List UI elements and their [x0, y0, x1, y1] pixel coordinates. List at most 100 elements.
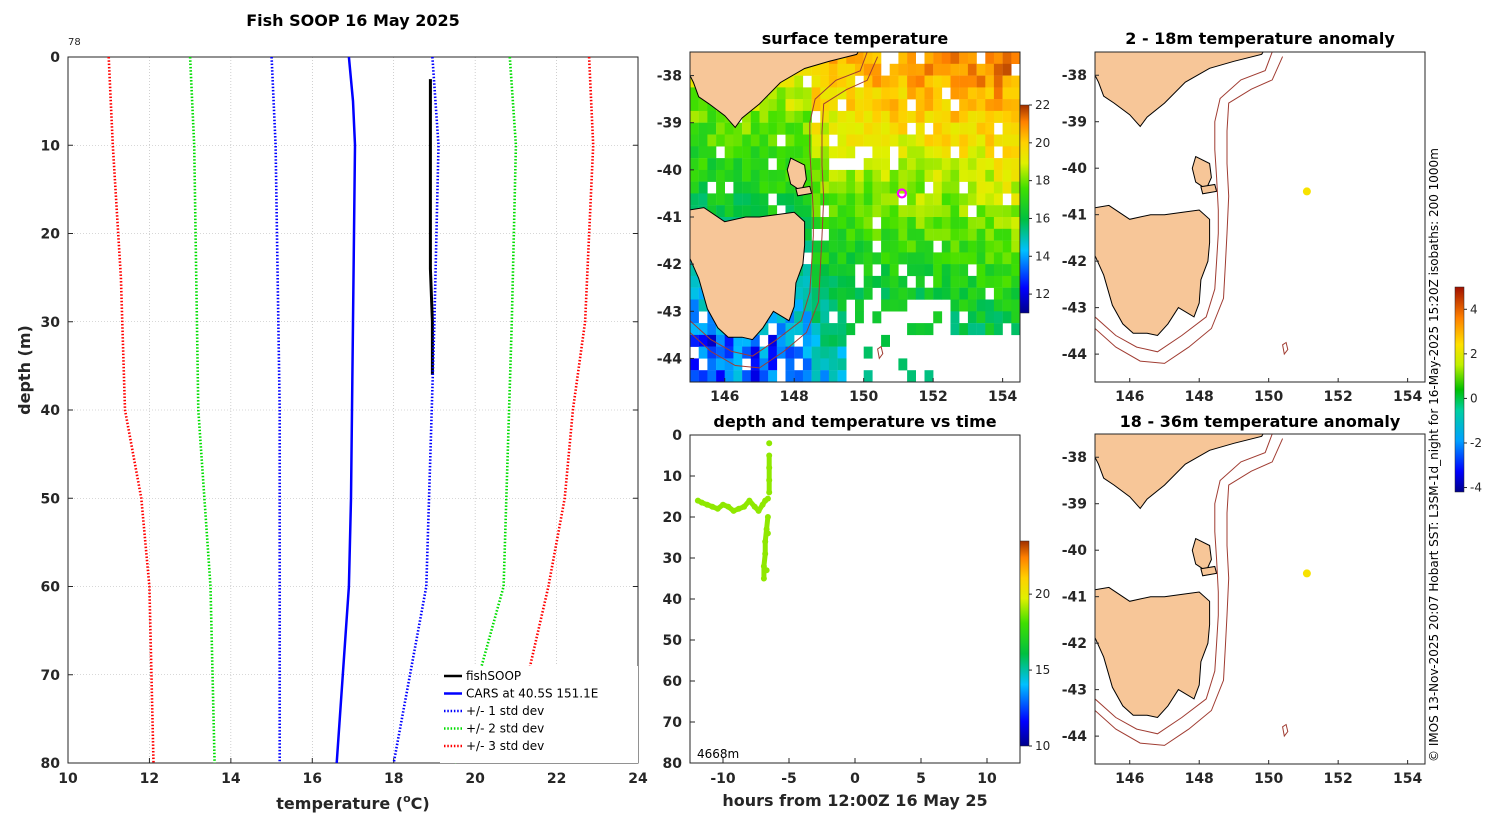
sst-cell	[716, 158, 725, 171]
sst-y-tick-label: -40	[657, 163, 683, 179]
anomaly-shallow-y-tick-label: -40	[1062, 161, 1088, 177]
sst-cell	[907, 287, 916, 300]
sst-cell	[820, 334, 830, 347]
sst-cell	[950, 287, 960, 300]
time-colorbar-ticks: 10 15 20	[1029, 587, 1050, 753]
sst-cell	[690, 323, 699, 336]
sst-cell	[985, 181, 995, 194]
anomaly-shallow-x-ticks: 146 148 150 152 154	[1115, 378, 1422, 405]
profile-x-label: temperature (oC)	[276, 792, 429, 813]
sst-cell	[802, 358, 812, 371]
anomaly-shallow-axes-box	[1094, 51, 1426, 383]
anomaly-deep-cape-barren-island	[1200, 565, 1218, 577]
sst-cell	[724, 346, 734, 359]
sst-cell	[863, 252, 873, 265]
anomaly-colorbar-ticks: -4 -2 0 2 4	[1464, 302, 1482, 495]
sst-cell	[959, 134, 969, 147]
sst-cell	[837, 193, 847, 206]
sst-cell	[802, 205, 812, 218]
anomaly-deep-isobaths	[1095, 434, 1289, 746]
sst-cell	[924, 323, 934, 336]
sst-cell	[716, 205, 725, 218]
sst-cell	[959, 323, 969, 336]
x-tick-label: 12	[140, 771, 159, 787]
sst-cell	[959, 52, 969, 64]
sst-cell	[855, 181, 864, 194]
sst-cell	[915, 99, 925, 112]
sst-cell	[985, 193, 995, 206]
time-colorbar	[1019, 540, 1030, 747]
sst-cell	[941, 52, 951, 64]
sst-cell	[985, 264, 995, 277]
sst-cell	[716, 193, 725, 206]
sst-cell	[820, 217, 830, 229]
sst-cb-tick-label: 18	[1035, 174, 1050, 188]
sst-cell	[950, 299, 960, 312]
sst-cell	[828, 99, 838, 112]
anomaly-deep-land	[1095, 434, 1264, 719]
sst-cell	[750, 205, 760, 218]
sst-cell	[837, 323, 847, 336]
sst-cell	[828, 334, 838, 347]
sst-cell	[985, 122, 995, 135]
sst-cell	[898, 63, 908, 76]
sst-cell	[733, 358, 743, 371]
sst-cell	[1002, 52, 1012, 64]
sst-cell	[811, 323, 821, 336]
sst-cell	[802, 99, 812, 112]
sst-cell	[1002, 87, 1012, 100]
sst-cell	[811, 99, 821, 112]
sst-cell	[976, 264, 986, 277]
sst-cell	[742, 193, 751, 206]
sst-cell	[959, 193, 969, 206]
sst-cell	[933, 99, 943, 112]
time-y-tick-label: 0	[672, 428, 682, 444]
sst-cell	[889, 110, 899, 123]
sst-cell	[811, 75, 821, 88]
sst-cell	[985, 205, 995, 218]
anomaly-deep-mainland	[1095, 434, 1264, 510]
sst-cell	[724, 334, 734, 347]
anomaly-colorbar	[1454, 286, 1465, 493]
sst-cell	[898, 205, 908, 218]
sst-cell	[1011, 193, 1020, 206]
sst-cell	[915, 252, 925, 265]
sst-cell	[915, 323, 925, 336]
sst-cell	[716, 181, 725, 194]
sst-cell	[837, 110, 847, 123]
profile-y-ticks: 0 10 20 30 40 50 60 70 80	[41, 50, 638, 772]
sst-cell	[985, 228, 995, 241]
sst-cell	[820, 252, 830, 265]
sst-cell	[993, 299, 1003, 312]
sst-cell	[898, 134, 908, 147]
sst-cell	[967, 299, 977, 312]
sst-x-tick-label: 154	[988, 389, 1017, 405]
sst-cell	[759, 110, 769, 123]
anomaly-deep-flinders-island	[1191, 537, 1212, 572]
sst-cell	[811, 158, 821, 171]
sst-cell	[828, 346, 838, 359]
sst-cell	[881, 217, 890, 229]
sst-cell	[907, 63, 916, 76]
sst-x-tick-label: 148	[780, 389, 809, 405]
sst-cell	[794, 370, 804, 382]
sst-cell	[907, 134, 916, 147]
sst-cell	[924, 75, 934, 88]
sst-cell	[985, 240, 995, 253]
sst-cell	[889, 134, 899, 147]
anomaly-deep-y-ticks: -38 -39 -40 -41 -42 -43 -44	[1062, 450, 1099, 745]
sst-x-tick-label: 146	[710, 389, 739, 405]
sst-cell	[750, 122, 760, 135]
sst-cell	[933, 252, 943, 265]
sst-cell	[1011, 75, 1020, 88]
sst-cell	[993, 75, 1003, 88]
sst-cell	[1011, 264, 1020, 277]
sst-cell	[976, 299, 986, 312]
y-tick-label: 50	[41, 491, 61, 507]
sst-cell	[820, 169, 830, 182]
sst-cell	[941, 228, 951, 241]
time-y-tick-label: 60	[663, 674, 683, 690]
sst-cell	[776, 158, 786, 171]
sst-cell	[872, 311, 882, 324]
sst-cell	[950, 169, 960, 182]
